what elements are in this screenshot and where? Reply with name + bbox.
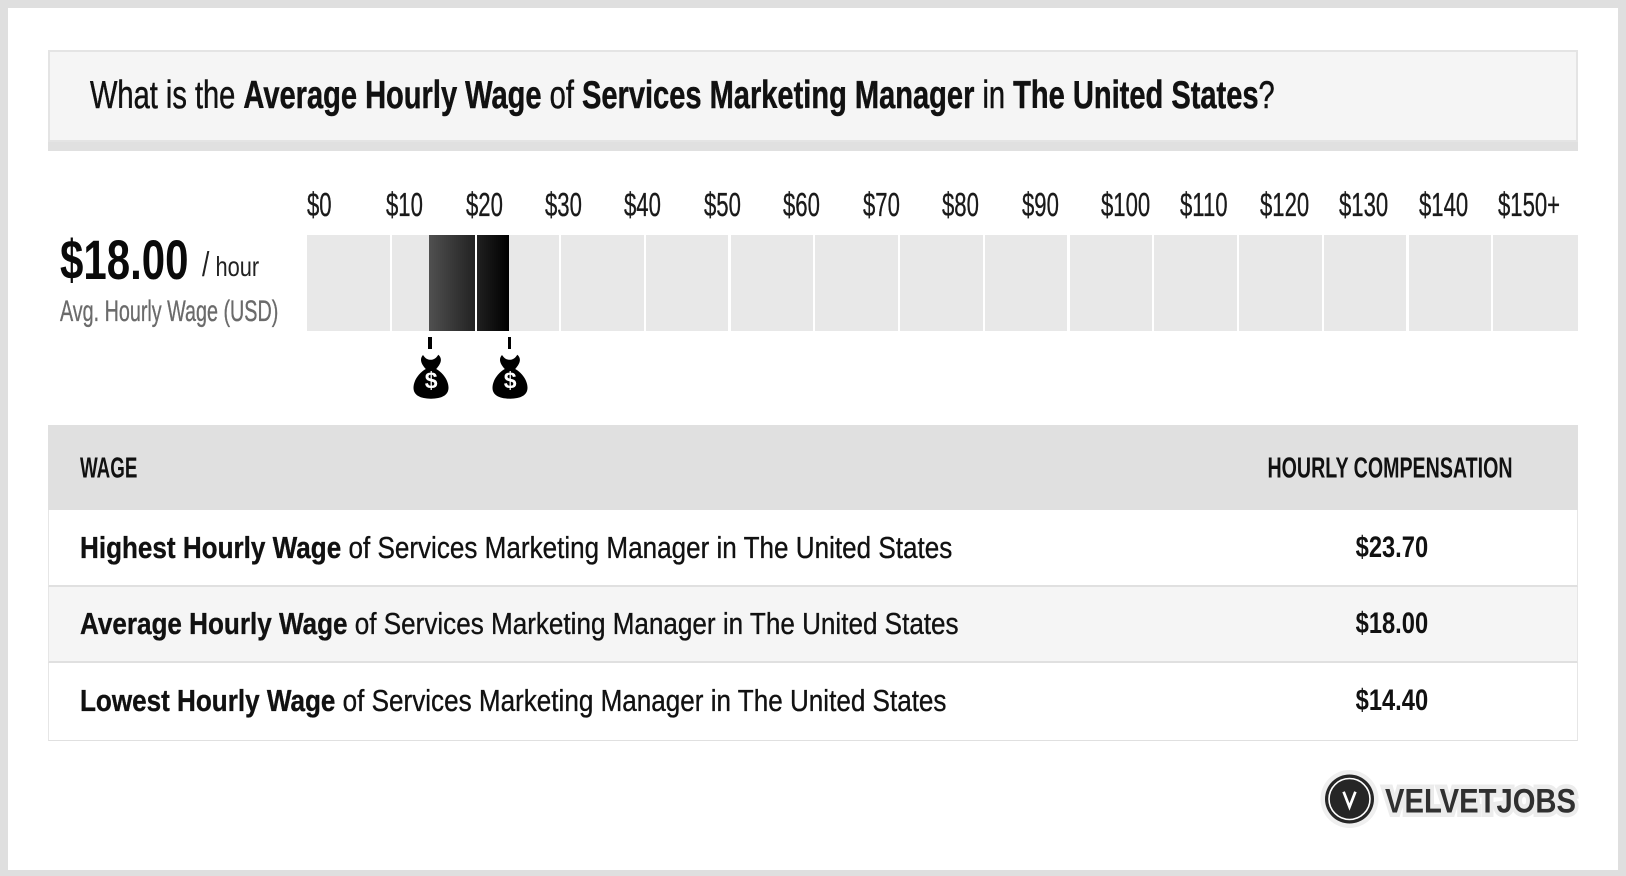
- svg-text:$: $: [504, 368, 517, 394]
- svg-text:$: $: [425, 368, 438, 394]
- svg-text:VELVETJOBS: VELVETJOBS: [1385, 783, 1576, 821]
